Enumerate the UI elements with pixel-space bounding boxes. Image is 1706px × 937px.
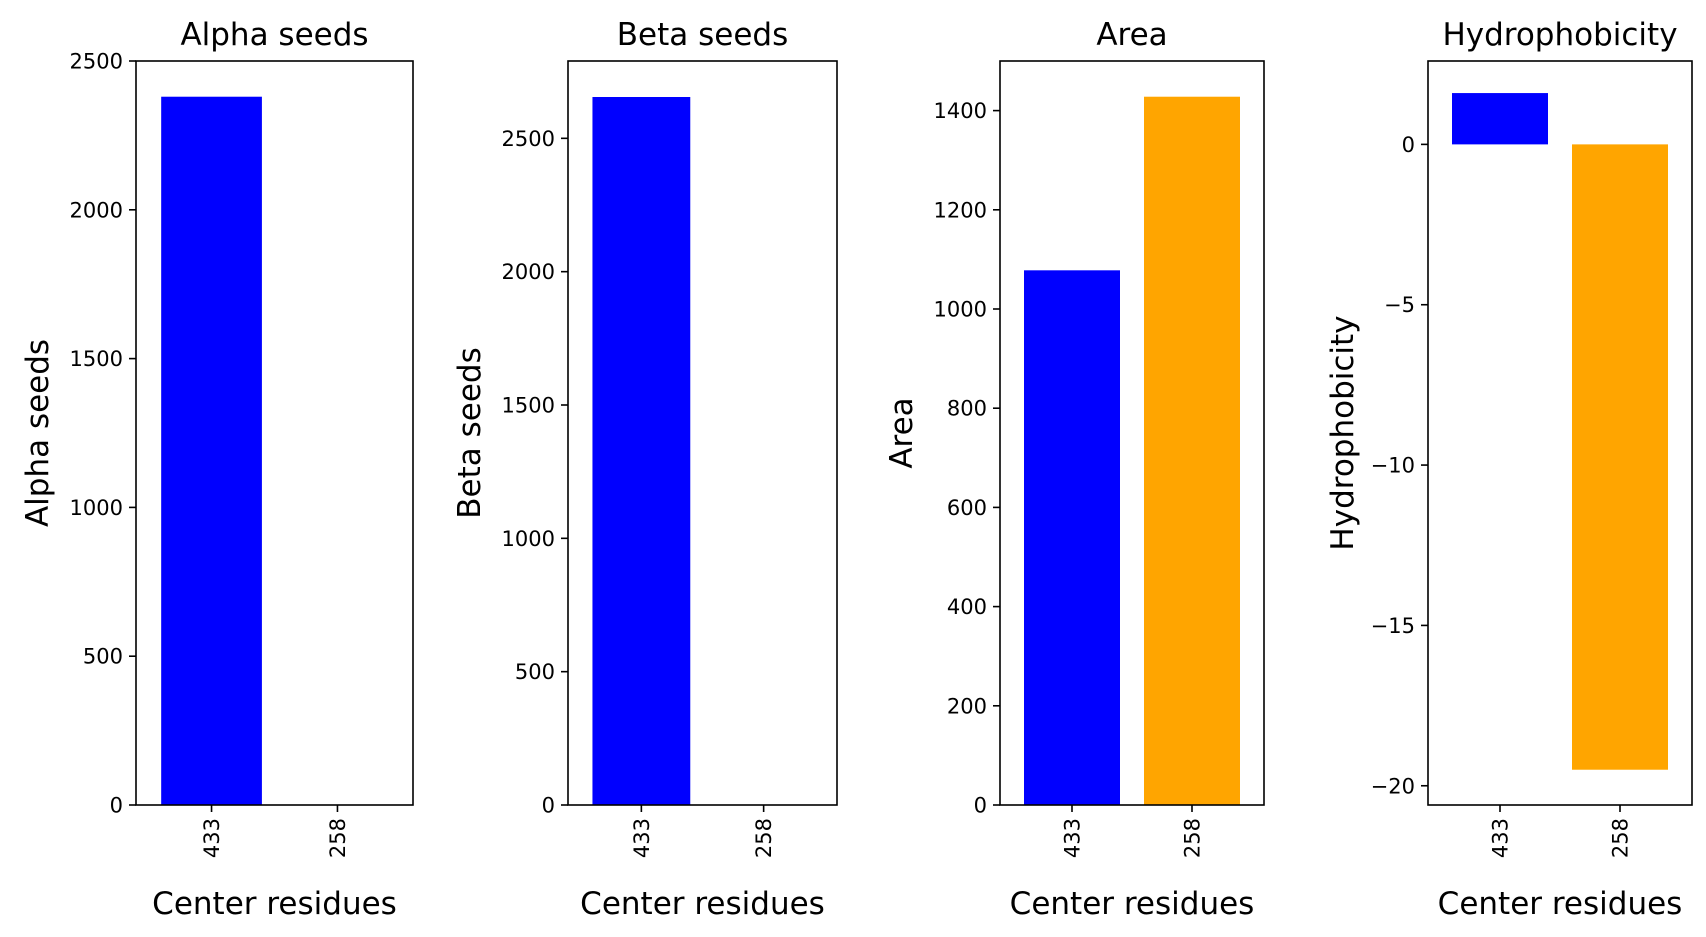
chart-title-alpha-seeds: Alpha seeds bbox=[180, 17, 368, 53]
xtick-label-hydrophobicity: 433 bbox=[1489, 818, 1513, 858]
x-axis-label-area: Center residues bbox=[1010, 886, 1255, 922]
x-axis-label-beta-seeds: Center residues bbox=[580, 886, 825, 922]
ytick-label-area: 1400 bbox=[934, 99, 987, 123]
axes-frame-hydrophobicity bbox=[1427, 60, 1693, 806]
ytick-label-beta-seeds: 2500 bbox=[502, 127, 555, 151]
chart-title-beta-seeds: Beta seeds bbox=[617, 17, 788, 53]
chart-beta-seeds: 0 500 1000 1500 2000 2500 433 258 Beta seeds Cent… bbox=[452, 17, 838, 922]
xtick-label-beta-seeds: 433 bbox=[630, 818, 654, 858]
ytick-label-alpha-seeds: 1000 bbox=[70, 496, 123, 520]
ytick-label-alpha-seeds: 0 bbox=[110, 794, 123, 818]
ytick-label-hydrophobicity: −20 bbox=[1371, 774, 1415, 798]
ytick-label-hydrophobicity: −10 bbox=[1371, 454, 1415, 478]
ytick-label-beta-seeds: 500 bbox=[515, 660, 555, 684]
ytick-label-alpha-seeds: 2500 bbox=[70, 50, 123, 74]
xtick-label-hydrophobicity: 258 bbox=[1609, 818, 1633, 858]
ytick-label-beta-seeds: 1500 bbox=[502, 394, 555, 418]
ytick-label-area: 600 bbox=[947, 496, 987, 520]
ytick-label-hydrophobicity: 0 bbox=[1402, 133, 1415, 157]
xtick-label-beta-seeds: 258 bbox=[752, 818, 776, 858]
xtick-label-area: 258 bbox=[1181, 818, 1205, 858]
bar-beta-seeds-433 bbox=[592, 97, 691, 805]
bar-hydrophobicity-433 bbox=[1452, 93, 1548, 145]
bar-hydrophobicity-258 bbox=[1572, 144, 1668, 770]
axes-frame-alpha-seeds bbox=[135, 60, 414, 806]
chart-title-hydrophobicity: Hydrophobicity bbox=[1442, 17, 1677, 53]
bar-area-433 bbox=[1024, 270, 1120, 805]
chart-title-area: Area bbox=[1096, 17, 1167, 53]
x-axis-label-hydrophobicity: Center residues bbox=[1438, 886, 1683, 922]
xtick-label-alpha-seeds: 433 bbox=[200, 818, 224, 858]
ytick-label-hydrophobicity: −15 bbox=[1371, 614, 1415, 638]
ytick-label-beta-seeds: 0 bbox=[542, 794, 555, 818]
xtick-label-alpha-seeds: 258 bbox=[326, 818, 350, 858]
bar-area-258 bbox=[1144, 96, 1240, 806]
xtick-label-area: 433 bbox=[1061, 818, 1085, 858]
axes-frame-beta-seeds bbox=[567, 60, 838, 806]
y-axis-label-beta-seeds: Beta seeds bbox=[452, 347, 488, 518]
ytick-label-alpha-seeds: 500 bbox=[83, 645, 123, 669]
chart-hydrophobicity: 0 −5 −10 −15 −20 433 258 Hydrophobicity Center r… bbox=[1325, 17, 1693, 922]
ytick-label-area: 200 bbox=[947, 694, 987, 718]
chart-area: 0 200 400 600 800 1000 1200 1400 433 258 Area Cente… bbox=[884, 17, 1265, 922]
chart-alpha-seeds: 0 500 1000 1500 2000 2500 433 258 Alpha seeds Cen… bbox=[20, 17, 414, 922]
y-axis-label-hydrophobicity: Hydrophobicity bbox=[1325, 315, 1361, 550]
bar-alpha-seeds-433 bbox=[161, 96, 262, 806]
ytick-label-beta-seeds: 1000 bbox=[502, 527, 555, 551]
axes-frame-area bbox=[999, 60, 1265, 806]
ytick-label-area: 0 bbox=[974, 794, 987, 818]
ytick-label-beta-seeds: 2000 bbox=[502, 260, 555, 284]
ytick-label-area: 1200 bbox=[934, 198, 987, 222]
y-axis-label-area: Area bbox=[884, 397, 920, 468]
ytick-label-area: 400 bbox=[947, 595, 987, 619]
ytick-label-area: 1000 bbox=[934, 298, 987, 322]
ytick-label-area: 800 bbox=[947, 397, 987, 421]
x-axis-label-alpha-seeds: Center residues bbox=[152, 886, 397, 922]
ytick-label-alpha-seeds: 1500 bbox=[70, 347, 123, 371]
y-axis-label-alpha-seeds: Alpha seeds bbox=[20, 339, 56, 527]
ytick-label-alpha-seeds: 2000 bbox=[70, 198, 123, 222]
ytick-label-hydrophobicity: −5 bbox=[1384, 293, 1415, 317]
